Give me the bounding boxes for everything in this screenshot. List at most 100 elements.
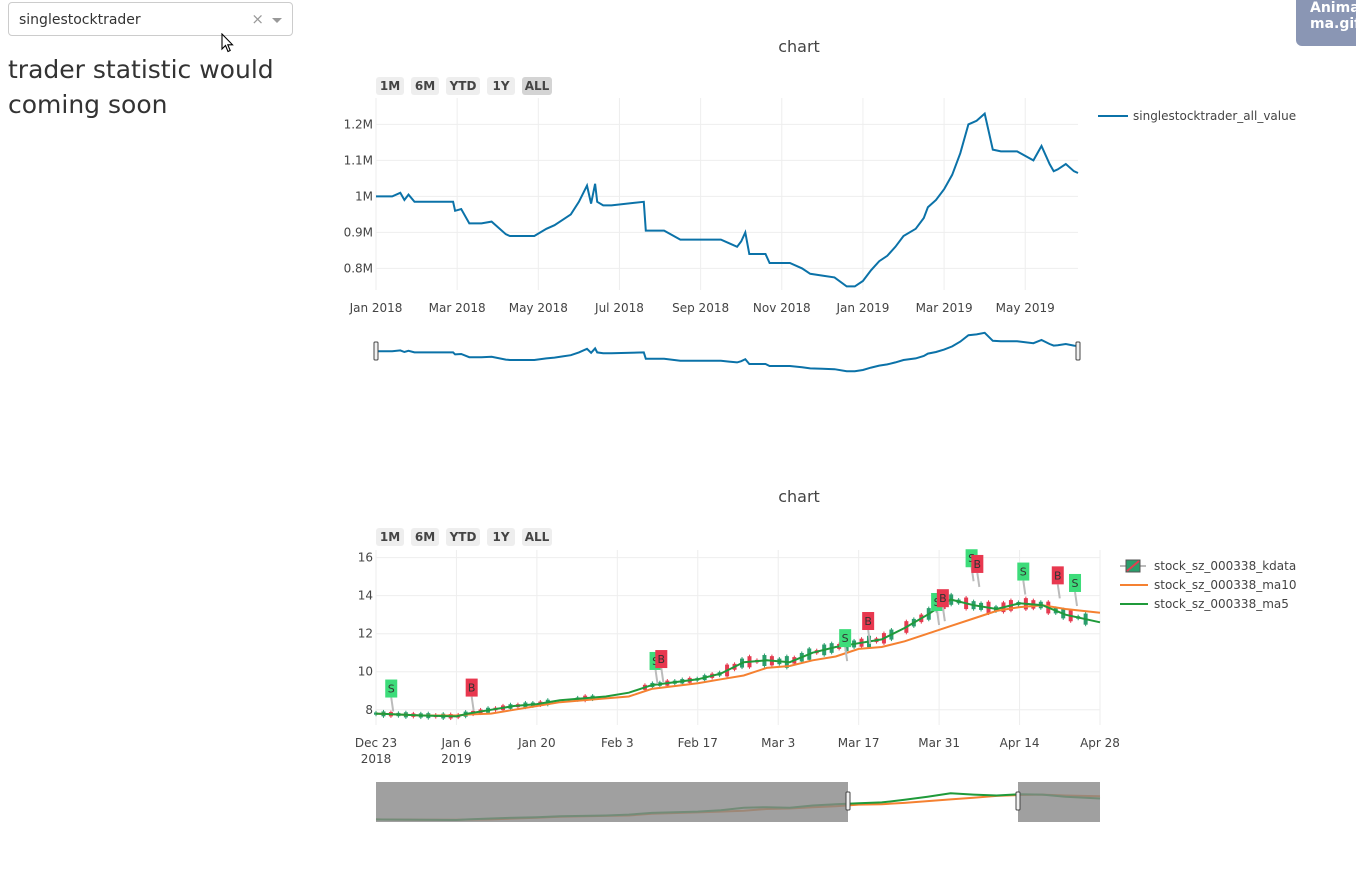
portfolio-value-chart: chart 1M 6M YTD 1Y ALL 0.8M 0.9M 1M 1.1M 1.2M Ja… [344,37,1296,373]
stock-kdata-chart: chart 1M 6M YTD 1Y ALL 8 10 12 14 16 Dec 23 2018 J… [355,487,1297,822]
range-button-1m[interactable]: 1M [376,77,404,95]
y-tick-label: 16 [358,551,373,565]
y-tick-label: 14 [358,589,373,603]
candle-body [374,712,378,715]
marker-label: B [468,682,476,695]
legend-item-singlestocktrader-all-value[interactable]: singlestocktrader_all_value [1098,109,1296,123]
chart-title: chart [778,37,820,56]
legend-label: stock_sz_000338_ma10 [1154,578,1297,592]
legend-item-ma10[interactable]: stock_sz_000338_ma10 [1120,578,1297,592]
x-tick-year-label: 2018 [361,752,392,766]
series-line-singlestocktrader-all-value [376,111,1079,288]
x-tick-year-label: 2019 [441,752,472,766]
marker-flag [1017,562,1030,581]
marker-flag [465,678,478,697]
marker-flag [655,650,668,669]
range-slider-handle-left[interactable] [373,341,379,361]
series-line-ma5 [375,598,1101,718]
chart-title: chart [778,487,820,506]
legend-item-kdata[interactable]: stock_sz_000338_kdata [1120,559,1296,573]
trader-select[interactable]: singlestocktrader × [8,2,293,36]
marker-arrow [1056,584,1061,599]
marker-label: B [974,558,982,571]
trade-marker-buy: B [862,612,875,645]
x-tick-label: May 2018 [509,301,568,315]
marker-label: S [1072,577,1079,590]
range-button-bg [522,77,552,95]
y-tick-label: 0.8M [344,261,373,275]
marker-flag [385,679,398,698]
marker-arrow [867,629,872,645]
marker-arrow [390,697,395,712]
mouse-pointer-icon [221,33,234,53]
marker-label: S [1020,566,1027,579]
range-button-bg [411,77,439,95]
legend-label: stock_sz_000338_ma5 [1154,597,1289,611]
range-slider[interactable] [375,331,1079,373]
range-button-1m[interactable]: 1M [376,528,404,546]
x-tick-label: Dec 23 [355,736,397,750]
marker-flag [862,612,875,631]
trader-select-value: singlestocktrader [19,12,141,28]
gif-badge-line2: ma.gif [1310,16,1356,32]
gif-badge[interactable]: Anima ma.gif [1296,0,1356,46]
trade-marker-sell: S [385,679,398,712]
x-tick-label: Jan 6 [440,736,471,750]
x-tick-label: Apr 14 [1000,736,1040,750]
chevron-down-icon[interactable] [272,18,282,23]
x-tick-label: Nov 2018 [753,301,811,315]
range-button-6m[interactable]: 6M [411,77,439,95]
range-slider-mask-left [376,782,848,822]
range-button-label: ALL [525,530,550,544]
y-tick-label: 0.9M [344,225,373,239]
marker-label: B [658,653,666,666]
marker-arrow [1022,580,1027,595]
range-button-label: YTD [449,530,477,544]
range-button-all[interactable]: ALL [522,77,552,95]
trade-marker-buy: B [1051,566,1064,599]
status-message: trader statistic would coming soon [8,55,274,119]
range-slider-handle-left[interactable] [845,791,851,811]
x-tick-label: Mar 2019 [916,301,973,315]
range-slider-handle-right[interactable] [1015,791,1021,811]
range-button-bg [446,528,480,546]
range-button-1y[interactable]: 1Y [487,528,515,546]
marker-flag [936,589,949,608]
trade-marker-sell: S [1017,562,1030,595]
series-line-ma10 [375,604,1101,717]
marker-label: S [388,683,395,696]
range-button-label: ALL [525,79,550,93]
y-tick-label: 1M [355,189,373,203]
trade-marker-buy: B [971,554,984,588]
range-slider-handle-right[interactable] [1075,341,1081,361]
range-button-6m[interactable]: 6M [411,528,439,546]
x-tick-label: Mar 2018 [429,301,486,315]
range-button-ytd[interactable]: YTD [446,77,480,95]
marker-arrow [941,607,946,622]
range-button-bg [487,528,515,546]
marker-flag [971,554,984,573]
range-button-all[interactable]: ALL [522,528,552,546]
marker-flag [1069,573,1082,592]
y-tick-label: 1.2M [344,117,373,131]
clear-icon[interactable]: × [251,10,264,28]
range-button-bg [446,77,480,95]
marker-label: B [939,592,947,605]
range-button-label: YTD [449,79,477,93]
marker-arrow [936,610,941,626]
gif-badge-line1: Anima [1310,0,1356,16]
range-button-ytd[interactable]: YTD [446,528,480,546]
x-tick-label: May 2019 [996,301,1055,315]
y-tick-label: 8 [365,703,373,717]
marker-arrow [844,646,849,662]
legend-item-ma5[interactable]: stock_sz_000338_ma5 [1120,597,1289,611]
x-tick-label: Jan 2019 [836,301,890,315]
x-tick-label: Feb 3 [601,736,634,750]
range-button-label: 1Y [492,79,509,93]
marker-arrow [654,669,659,685]
range-button-1y[interactable]: 1Y [487,77,515,95]
range-button-bg [411,528,439,546]
marker-arrow [660,667,665,683]
marker-flag [839,629,852,648]
marker-arrow [976,572,981,588]
